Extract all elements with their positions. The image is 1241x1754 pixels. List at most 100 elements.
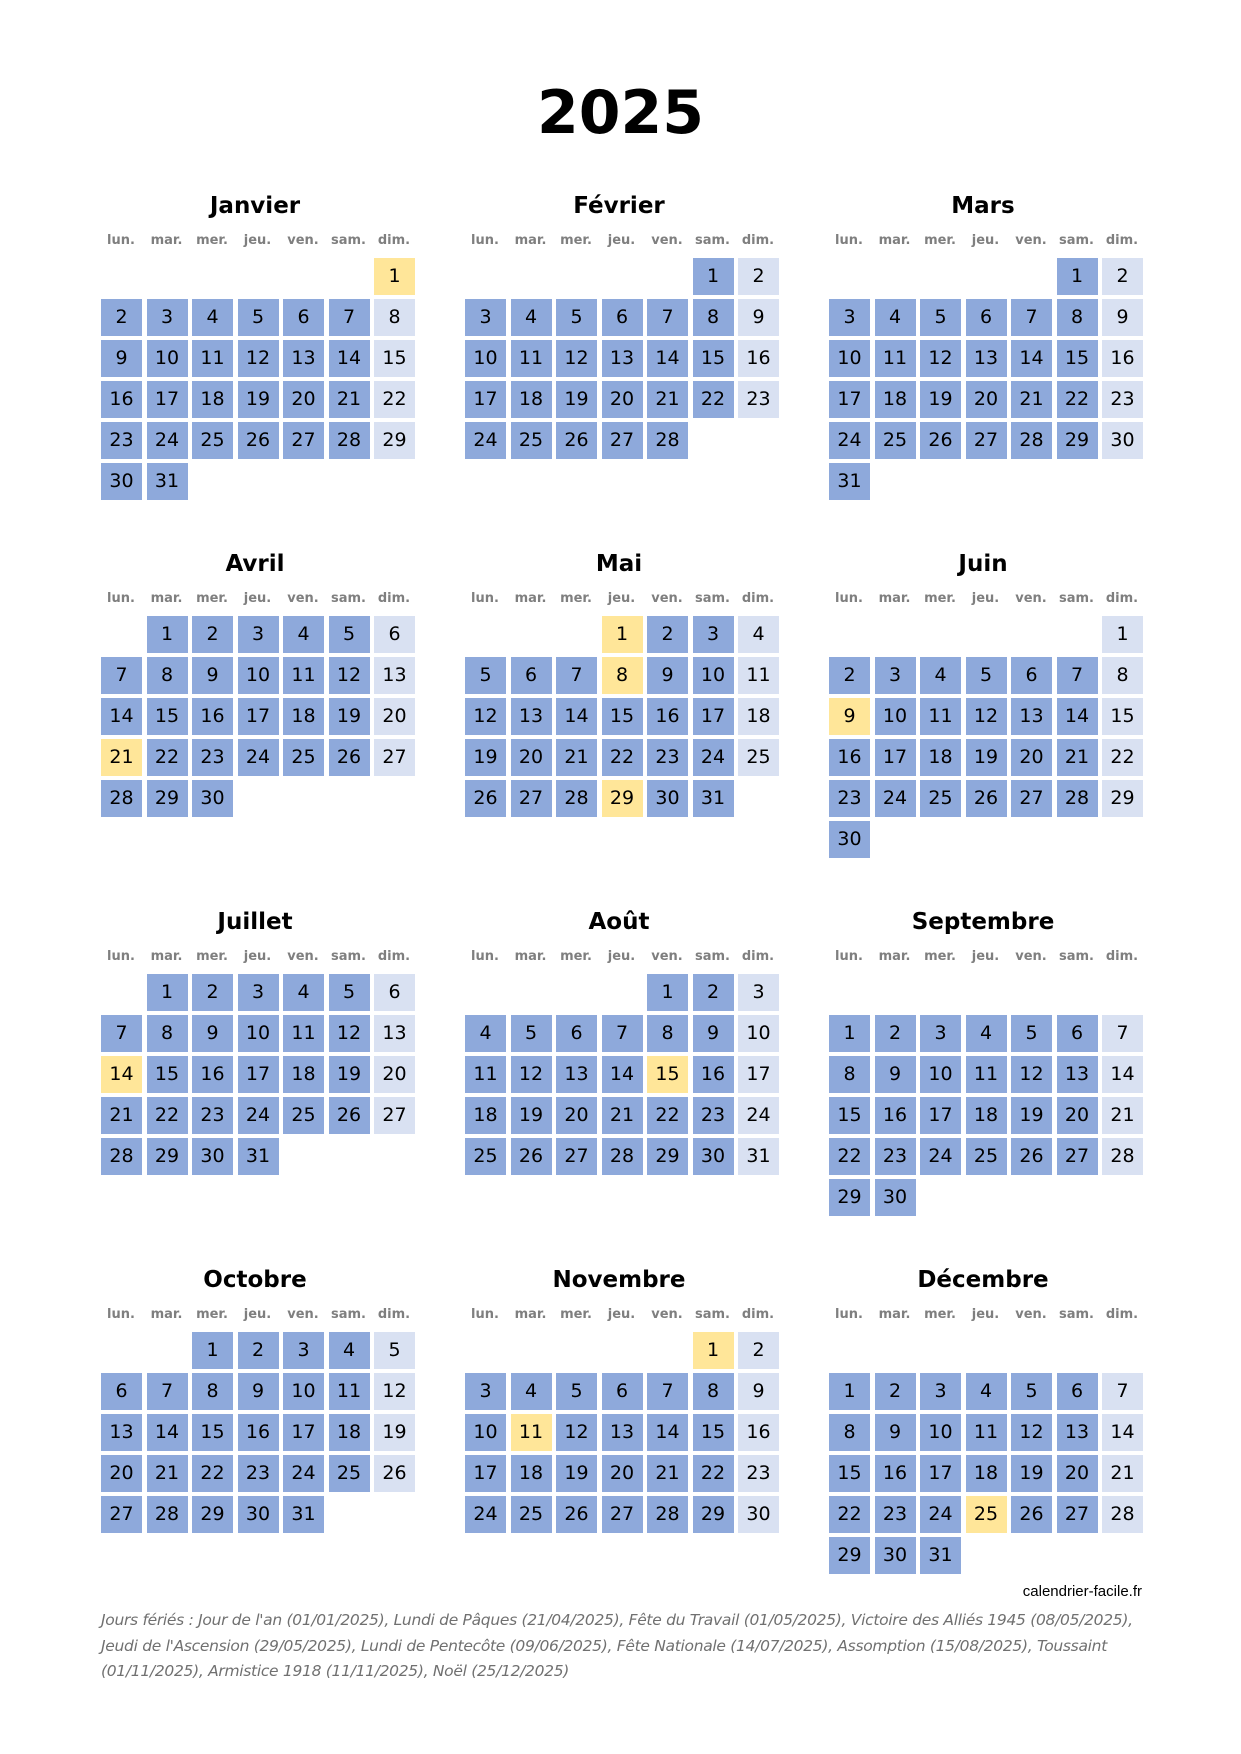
- day-cell: 12: [374, 1373, 415, 1410]
- day-cell: 28: [1102, 1496, 1143, 1533]
- day-cell: 21: [1011, 381, 1052, 418]
- weekday-header: mar.: [878, 949, 911, 964]
- day-cell: 1: [146, 616, 188, 653]
- day-cell: 18: [738, 698, 779, 735]
- day-cell: 27: [374, 739, 415, 776]
- day-cell: 19: [237, 381, 279, 418]
- month-11: Décembre lun. mar. mer. jeu. ven. sam. dim. 1 2 3 4…: [823, 1267, 1143, 1597]
- year-title: 2025: [537, 78, 704, 148]
- weekday-header: ven.: [287, 949, 319, 964]
- day-cell: 18: [283, 1056, 324, 1093]
- day-cell: 27: [556, 1138, 597, 1175]
- day-cell: 26: [510, 1138, 552, 1175]
- day-cell: 14: [1056, 698, 1098, 735]
- weekday-header: lun.: [471, 949, 499, 964]
- weekday-header: mar.: [514, 1307, 547, 1322]
- day-cell: 27: [965, 422, 1007, 459]
- weekday-header: lun.: [471, 591, 499, 606]
- day-cell: 12: [328, 1015, 370, 1052]
- day-cell: 31: [829, 463, 870, 500]
- weekday-header: dim.: [377, 949, 411, 964]
- day-cell: 15: [692, 340, 734, 377]
- day-cell: 10: [920, 1056, 961, 1093]
- day-cell: 23: [738, 1455, 779, 1492]
- day-cell: 23: [874, 1496, 916, 1533]
- day-cell: 27: [1056, 1496, 1098, 1533]
- day-cell: 29: [692, 1496, 734, 1533]
- day-cell: 11: [283, 657, 324, 694]
- day-cell: 12: [1011, 1414, 1052, 1451]
- weekday-header: mer.: [924, 591, 956, 606]
- day-cell: 29: [1102, 780, 1143, 817]
- day-cell: 17: [920, 1097, 961, 1134]
- day-cell: 10: [237, 657, 279, 694]
- day-cell: 24: [237, 739, 279, 776]
- day-cell: 23: [192, 1097, 233, 1134]
- day-cell: 31: [283, 1496, 324, 1533]
- day-cell: 14: [556, 698, 597, 735]
- day-cell: 24: [283, 1455, 324, 1492]
- month-3: Avril lun. mar. mer. jeu. ven. sam. dim. 1 2 3 4 5 6 7…: [95, 551, 415, 881]
- day-cell: 3: [237, 616, 279, 653]
- day-cell: 24: [920, 1138, 961, 1175]
- month-1: Février lun. mar. mer. jeu. ven. sam. dim. 1 2 3 4 5…: [459, 193, 779, 523]
- weekday-header: ven.: [287, 591, 319, 606]
- day-cell: 24: [465, 422, 506, 459]
- day-cell: 28: [1102, 1138, 1143, 1175]
- holiday-day-cell: 15: [647, 1056, 688, 1093]
- weekday-header: ven.: [1015, 233, 1047, 248]
- day-cell: 13: [556, 1056, 597, 1093]
- day-cell: 16: [874, 1455, 916, 1492]
- day-cell: 22: [1056, 381, 1098, 418]
- weekday-header: jeu.: [243, 233, 272, 248]
- day-cell: 6: [283, 299, 324, 336]
- weekday-header: mar.: [150, 233, 183, 248]
- weekday-header: dim.: [1105, 1307, 1139, 1322]
- holiday-day-cell: 9: [829, 698, 870, 735]
- day-cell: 11: [738, 657, 779, 694]
- day-cell: 13: [601, 340, 643, 377]
- month-title: Octobre: [203, 1267, 307, 1293]
- weekday-header: dim.: [377, 1307, 411, 1322]
- day-cell: 30: [738, 1496, 779, 1533]
- day-cell: 22: [692, 381, 734, 418]
- day-cell: 8: [146, 1015, 188, 1052]
- day-cell: 9: [101, 340, 142, 377]
- day-cell: 15: [146, 698, 188, 735]
- day-cell: 18: [283, 698, 324, 735]
- day-cell: 12: [1011, 1056, 1052, 1093]
- month-4: Mai lun. mar. mer. jeu. ven. sam. dim. 1 2 3 4 5 6 7 8 9…: [459, 551, 779, 881]
- day-cell: 18: [510, 1455, 552, 1492]
- day-cell: 5: [1011, 1373, 1052, 1410]
- day-cell: 21: [647, 1455, 688, 1492]
- day-cell: 1: [192, 1332, 233, 1369]
- day-cell: 20: [101, 1455, 142, 1492]
- day-cell: 11: [965, 1056, 1007, 1093]
- weekday-header: ven.: [1015, 1307, 1047, 1322]
- weekday-header: jeu.: [607, 233, 636, 248]
- day-cell: 31: [146, 463, 188, 500]
- day-cell: 19: [510, 1097, 552, 1134]
- weekday-header: sam.: [695, 949, 730, 964]
- day-cell: 24: [738, 1097, 779, 1134]
- day-cell: 7: [1056, 657, 1098, 694]
- day-cell: 25: [874, 422, 916, 459]
- day-cell: 8: [692, 1373, 734, 1410]
- weekday-header: lun.: [107, 1307, 135, 1322]
- day-cell: 2: [874, 1373, 916, 1410]
- day-cell: 12: [328, 657, 370, 694]
- holiday-day-cell: 29: [601, 780, 643, 817]
- day-cell: 21: [146, 1455, 188, 1492]
- month-title: Décembre: [917, 1267, 1049, 1293]
- day-cell: 5: [465, 657, 506, 694]
- day-cell: 22: [601, 739, 643, 776]
- day-cell: 22: [647, 1097, 688, 1134]
- month-10: Novembre lun. mar. mer. jeu. ven. sam. dim. 1 2 3 4…: [459, 1267, 779, 1597]
- weekday-header: mer.: [196, 949, 228, 964]
- day-cell: 7: [101, 1015, 142, 1052]
- day-cell: 21: [1056, 739, 1098, 776]
- day-cell: 28: [101, 1138, 142, 1175]
- day-cell: 28: [601, 1138, 643, 1175]
- weekday-header: mar.: [878, 591, 911, 606]
- day-cell: 17: [146, 381, 188, 418]
